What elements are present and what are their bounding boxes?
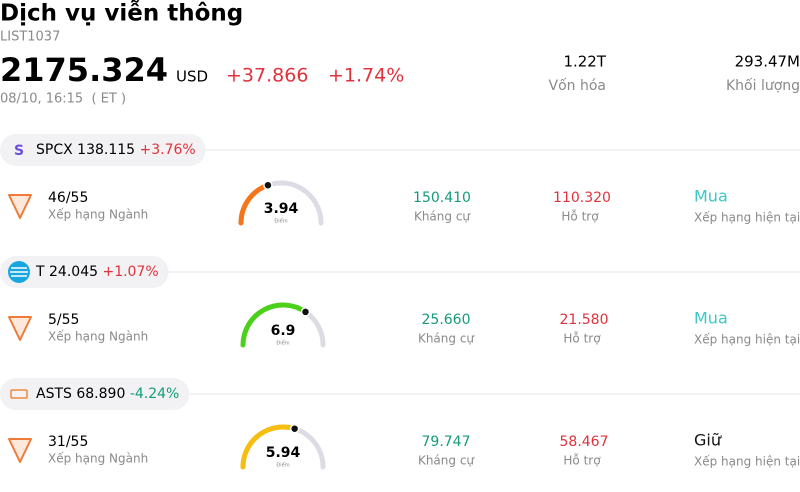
- ticker-change: +1.07%: [102, 264, 158, 280]
- rank: 46/55: [48, 190, 88, 206]
- title: Dịch vụ viễn thông: [0, 0, 243, 27]
- support-label: Hỗ trợ: [563, 332, 601, 346]
- resistance-label: Kháng cự: [418, 332, 475, 346]
- stat-label: Khối lượng: [726, 77, 800, 94]
- gauge-fill: [238, 182, 271, 226]
- ticker-symbol: T: [35, 264, 45, 280]
- resistance-label: Kháng cự: [414, 210, 471, 224]
- gauge-dot: [300, 307, 311, 317]
- logo: [10, 389, 28, 399]
- score-label: Điểm: [276, 462, 289, 469]
- score: 3.94: [264, 201, 299, 217]
- rating: Giữ: [694, 431, 722, 450]
- change: +37.866: [226, 65, 308, 87]
- support: 58.467: [560, 434, 609, 450]
- rank-label: Xếp hạng Ngành: [48, 452, 148, 466]
- ticker-logo: [10, 389, 28, 399]
- ticker-price: 68.890: [76, 386, 125, 402]
- gauge-fill: [240, 424, 298, 470]
- gauge-dot: [263, 180, 273, 190]
- time: 08/10, 16:15 ( ET ): [0, 92, 126, 107]
- rank-icon: [8, 316, 32, 341]
- score-label: Điểm: [274, 218, 287, 225]
- ticker: T 24.045 +1.07%: [35, 264, 159, 280]
- rating-label: Xếp hạng hiện tại: [694, 211, 800, 225]
- score: 5.94: [266, 445, 301, 461]
- change-pct: +1.74%: [328, 65, 404, 87]
- ticker-pill: [0, 378, 190, 410]
- support-label: Hỗ trợ: [561, 210, 599, 224]
- currency: USD: [176, 68, 208, 86]
- support: 21.580: [560, 312, 609, 328]
- resistance: 150.410: [413, 190, 471, 206]
- ticker-price: 138.115: [77, 142, 135, 158]
- resistance: 79.747: [422, 434, 471, 450]
- score: 6.9: [271, 323, 296, 339]
- ticker-price: 24.045: [49, 264, 98, 280]
- ticker-change: -4.24%: [130, 386, 180, 402]
- ticker: SPCX 138.115 +3.76%: [36, 142, 196, 158]
- rating: Mua: [694, 309, 728, 328]
- ticker-change: +3.76%: [140, 142, 196, 158]
- stat-value: 1.22T: [563, 53, 606, 71]
- rank-label: Xếp hạng Ngành: [48, 208, 148, 222]
- ticker: ASTS 68.890 -4.24%: [36, 386, 179, 402]
- price: 2175.324: [0, 51, 168, 89]
- gauge-fill: [240, 302, 308, 348]
- gauge-dot: [289, 423, 300, 434]
- logo: [10, 267, 28, 277]
- rating-label: Xếp hạng hiện tại: [694, 455, 800, 469]
- code: LIST1037: [0, 30, 60, 45]
- rank-label: Xếp hạng Ngành: [48, 330, 148, 344]
- resistance-label: Kháng cự: [418, 454, 475, 468]
- ticker-symbol: ASTS: [36, 386, 72, 402]
- stat-value: 293.47M: [735, 53, 800, 71]
- rating: Mua: [694, 187, 728, 206]
- ticker-logo: [8, 261, 30, 283]
- rank-icon: [8, 438, 32, 463]
- logo: S: [14, 143, 24, 159]
- rank: 31/55: [48, 434, 88, 450]
- ticker-logo: S: [14, 143, 24, 159]
- rating-label: Xếp hạng hiện tại: [694, 333, 800, 347]
- resistance: 25.660: [422, 312, 471, 328]
- support: 110.320: [553, 190, 611, 206]
- ticker-pill: [0, 256, 169, 288]
- support-label: Hỗ trợ: [563, 454, 601, 468]
- score-label: Điểm: [276, 340, 289, 347]
- rank: 5/55: [48, 312, 79, 328]
- stat-label: Vốn hóa: [549, 77, 606, 94]
- rank-icon: [8, 194, 32, 219]
- ticker-symbol: SPCX: [36, 142, 73, 158]
- ticker-pill: [0, 134, 206, 166]
